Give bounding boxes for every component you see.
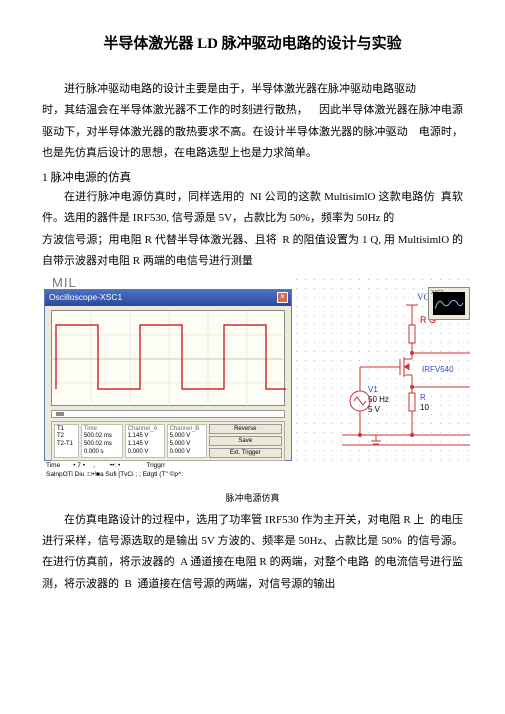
oscilloscope-controls: T1 T2 T2-T1 Time 500.02 ms 500.02 ms 0.0… bbox=[51, 421, 285, 461]
time-r1: 500.02 ms bbox=[84, 433, 120, 441]
ext-trigger-button[interactable]: Ext. Trigger bbox=[209, 448, 283, 458]
oscilloscope-window: Oscilloscope-XSC1 × T1 T2 T2-T1 bbox=[44, 289, 292, 461]
cha-r3: 0.000 V bbox=[128, 449, 162, 457]
figure-caption: 脉冲电源仿真 bbox=[42, 491, 463, 504]
para-2: 时，其结温会在半导体激光器不工作的时刻进行散热， 因此半导体激光器在脉冲电源驱动… bbox=[42, 100, 463, 164]
section-1-head: 1 脉冲电源的仿真 bbox=[42, 169, 463, 185]
para-3: 在进行脉冲电源仿真时，同样选用的 NI 公司的这款 MultisimlO 这款电… bbox=[42, 187, 463, 230]
circuit-schematic: VCC 12 R G IRFV540 V1 50 Hz 5 V R 10 bbox=[292, 275, 470, 463]
t2-label: T2 bbox=[57, 433, 76, 441]
close-icon[interactable]: × bbox=[277, 292, 288, 303]
figure-area: MIL Oscilloscope-XSC1 × T1 bbox=[42, 275, 463, 489]
time-r2: 500.02 ms bbox=[84, 441, 120, 449]
chb-r1: 5.000 V bbox=[170, 433, 204, 441]
time-r3: 0.000 s bbox=[84, 449, 120, 457]
cha-r1: 1.145 V bbox=[128, 433, 162, 441]
time-h: Time bbox=[84, 426, 120, 434]
oscilloscope-graph bbox=[51, 310, 285, 406]
scope-footer-1: Time • 7 • , ••: • Triggrr bbox=[46, 462, 165, 469]
para-5: 在仿真电路设计的过程中，选用了功率管 IRF530 作为主开关，对电阻 R 上 … bbox=[42, 510, 463, 596]
scope-thumb: X£C1 bbox=[428, 287, 470, 320]
reverse-button[interactable]: Reverse bbox=[209, 424, 283, 434]
t1-label: T1 bbox=[57, 426, 76, 434]
scope-footer-2: SalnpOTi Diu :□•!■a Sufi [TvCi ; ; Edgtl… bbox=[46, 471, 183, 478]
chb-r3: 0.000 V bbox=[170, 449, 204, 457]
oscilloscope-titlebar: Oscilloscope-XSC1 × bbox=[45, 290, 291, 306]
cha-r2: 1.145 V bbox=[128, 441, 162, 449]
t2t1-label: T2-T1 bbox=[57, 441, 76, 449]
cha-h: Channel_A bbox=[128, 426, 162, 434]
chb-h: Channel_B bbox=[170, 426, 204, 434]
chb-r2: 5.000 V bbox=[170, 441, 204, 449]
oscilloscope-title-text: Oscilloscope-XSC1 bbox=[49, 292, 122, 302]
oscilloscope-scrollbar[interactable] bbox=[51, 410, 285, 418]
save-button[interactable]: Save bbox=[209, 436, 283, 446]
page-title: 半导体激光器 LD 脉冲驱动电路的设计与实验 bbox=[42, 32, 463, 53]
mil-label: MIL bbox=[52, 275, 77, 290]
para-1: 进行脉冲驱动电路的设计主要是由于，半导体激光器在脉冲驱动电路驱动 bbox=[42, 79, 463, 100]
para-4: 方波信号源；用电阻 R 代替半导体激光器、且将 R 的阻值设置为 1 Q, 用 … bbox=[42, 230, 463, 273]
